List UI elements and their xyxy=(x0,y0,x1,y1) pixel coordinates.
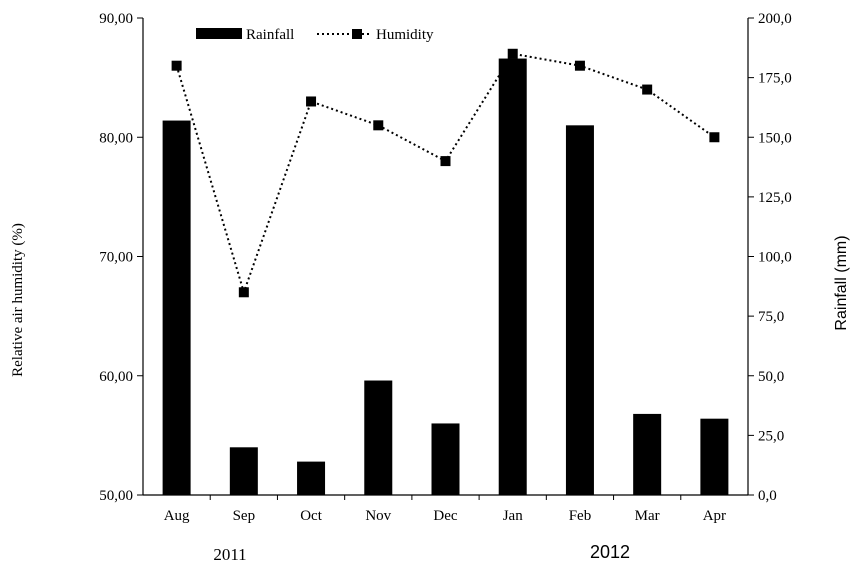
year-label-2011: 2011 xyxy=(213,545,246,564)
rainfall-bar-apr xyxy=(700,418,729,495)
humidity-marker-dec xyxy=(440,156,451,167)
humidity-marker-feb xyxy=(574,60,585,71)
humidity-marker-apr xyxy=(709,132,720,143)
x-tick-label-oct: Oct xyxy=(300,508,322,524)
right-tick-label: 0,0 xyxy=(758,488,777,504)
rainfall-bar-dec xyxy=(431,423,460,495)
rainfall-bar-jan xyxy=(498,58,527,496)
legend-humidity-marker xyxy=(352,29,362,39)
right-tick-label: 150,0 xyxy=(758,130,792,146)
x-tick-label-jan: Jan xyxy=(503,508,523,524)
x-tick-label-mar: Mar xyxy=(635,508,660,524)
humidity-marker-jan xyxy=(507,48,518,59)
right-tick-label: 50,0 xyxy=(758,369,784,385)
rainfall-bar-nov xyxy=(364,380,393,495)
left-tick-label: 90,00 xyxy=(99,11,133,27)
left-tick-label: 70,00 xyxy=(99,250,133,266)
year-label-2012: 2012 xyxy=(590,542,630,562)
humidity-marker-sep xyxy=(238,287,249,298)
legend-rainfall-swatch xyxy=(196,28,242,39)
rainfall-bar-sep xyxy=(229,447,258,495)
x-tick-label-aug: Aug xyxy=(164,508,190,524)
right-axis-title: Rainfall (mm) xyxy=(833,235,850,330)
right-tick-label: 75,0 xyxy=(758,309,784,325)
left-axis-title: Relative air humidity (%) xyxy=(10,223,26,377)
x-tick-label-feb: Feb xyxy=(569,508,592,524)
humidity-marker-aug xyxy=(171,60,182,71)
humidity-marker-mar xyxy=(642,84,653,95)
right-tick-label: 100,0 xyxy=(758,250,792,266)
x-tick-label-sep: Sep xyxy=(233,508,256,524)
right-tick-label: 200,0 xyxy=(758,11,792,27)
legend-humidity-label: Humidity xyxy=(376,27,434,43)
rainfall-bar-aug xyxy=(162,120,191,496)
x-tick-label-dec: Dec xyxy=(433,508,457,524)
x-tick-label-apr: Apr xyxy=(703,508,726,524)
left-tick-label: 80,00 xyxy=(99,130,133,146)
rainfall-bar-oct xyxy=(297,461,326,495)
rainfall-bar-feb xyxy=(565,125,594,495)
right-tick-label: 25,0 xyxy=(758,428,784,444)
left-tick-label: 50,00 xyxy=(99,488,133,504)
humidity-marker-nov xyxy=(373,120,384,131)
left-tick-label: 60,00 xyxy=(99,369,133,385)
plot-area: 50,00 60,00 70,00 80,00 90,00 0,0 25,0 50,0 75,0… xyxy=(10,11,850,564)
humidity-marker-oct xyxy=(306,96,317,107)
right-tick-label: 125,0 xyxy=(758,190,792,206)
rainfall-bar-mar xyxy=(633,413,662,495)
x-tick-label-nov: Nov xyxy=(365,508,391,524)
right-tick-label: 175,0 xyxy=(758,71,792,87)
legend-rainfall-label: Rainfall xyxy=(246,27,294,43)
humidity-line xyxy=(175,52,715,296)
